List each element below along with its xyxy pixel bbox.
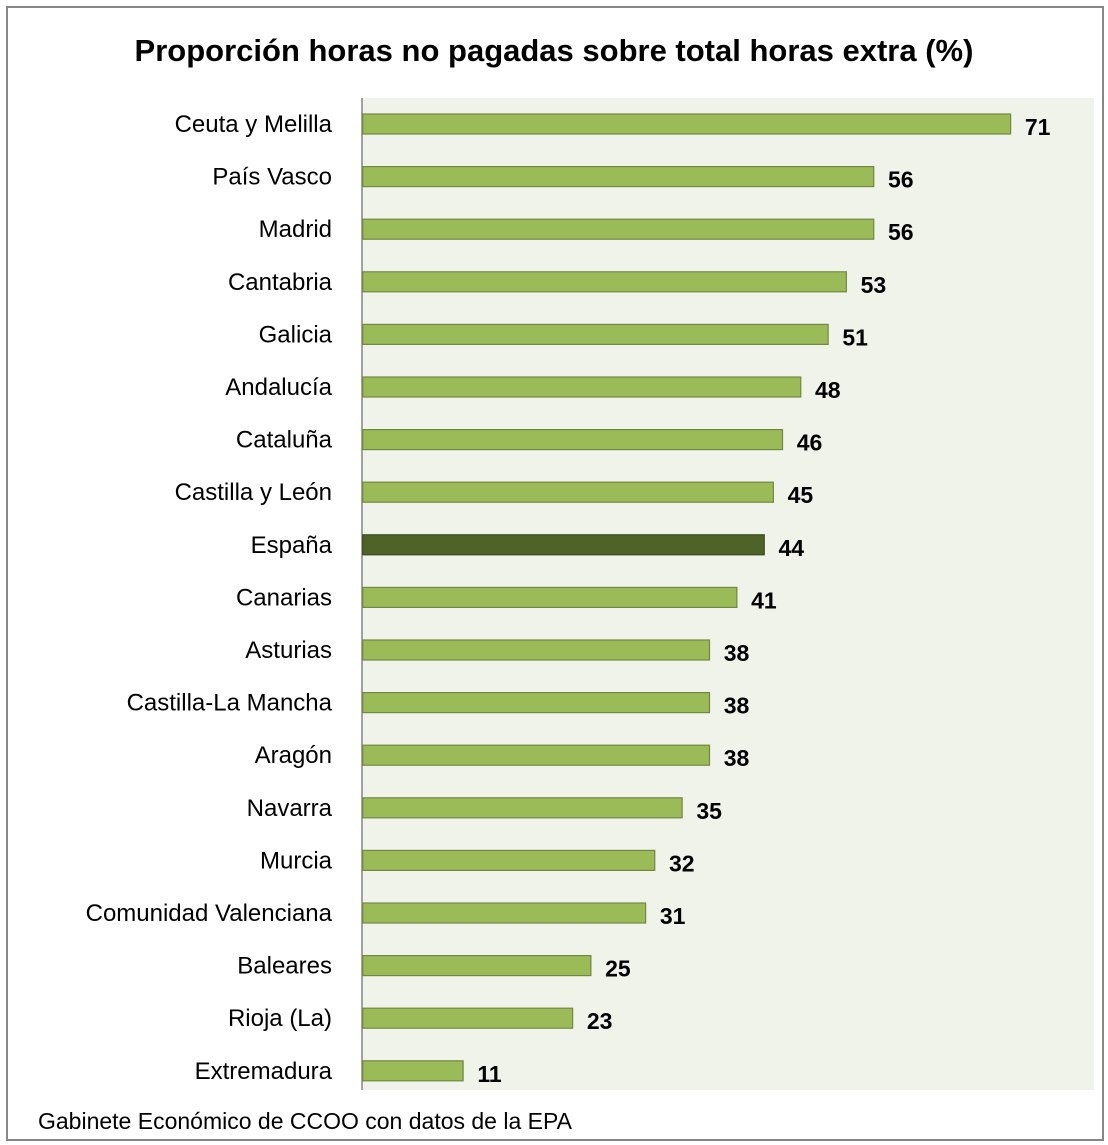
value-label-comunidad-valenciana: 31: [660, 903, 686, 929]
bar-rioja-la: [362, 1007, 574, 1029]
category-label-asturias: Asturias: [245, 637, 332, 664]
category-label-comunidad-valenciana: Comunidad Valenciana: [86, 900, 333, 927]
category-label-castilla-y-leon: Castilla y León: [175, 479, 332, 506]
category-label-cantabria: Cantabria: [228, 269, 333, 296]
chart-title: Proporción horas no pagadas sobre total …: [134, 33, 974, 68]
category-label-rioja-la: Rioja (La): [228, 1005, 332, 1032]
category-label-castilla-la-mancha: Castilla-La Mancha: [127, 690, 333, 717]
bar-asturias: [362, 639, 711, 661]
category-label-espana: España: [251, 532, 333, 559]
value-label-andalucia: 48: [815, 377, 841, 403]
chart-marks: Ceuta y Melilla 71 País Vasco 56 Madrid 56 Can…: [86, 111, 1051, 1087]
category-label-navarra: Navarra: [247, 795, 333, 822]
bar-baleares: [362, 954, 592, 977]
value-label-castilla-la-mancha: 38: [724, 693, 750, 719]
category-label-madrid: Madrid: [259, 216, 332, 243]
value-label-murcia: 32: [669, 850, 695, 876]
value-label-cantabria: 53: [861, 272, 887, 298]
bar-castilla-la-mancha: [362, 691, 711, 714]
bar-madrid: [362, 218, 875, 240]
bar-extremadura: [362, 1060, 464, 1082]
bar-comunidad-valenciana: [362, 902, 647, 924]
bar-pais-vasco: [362, 166, 875, 188]
value-label-canarias: 41: [751, 587, 777, 613]
category-label-baleares: Baleares: [237, 953, 332, 980]
category-label-canarias: Canarias: [236, 584, 332, 611]
bar-cantabria: [362, 271, 847, 293]
value-label-madrid: 56: [888, 219, 914, 245]
bar-ceuta-y-melilla: [362, 113, 1012, 135]
category-label-aragon: Aragón: [255, 742, 332, 769]
bar-galicia: [362, 323, 829, 345]
value-label-espana: 44: [779, 535, 805, 561]
value-label-pais-vasco: 56: [888, 167, 914, 193]
bar-castilla-y-leon: [362, 481, 774, 503]
value-label-aragon: 38: [724, 745, 750, 771]
bar-aragon: [362, 744, 711, 766]
value-label-castilla-y-leon: 45: [788, 482, 814, 508]
value-label-asturias: 38: [724, 640, 750, 666]
value-label-baleares: 25: [605, 956, 631, 982]
bar-navarra: [362, 797, 683, 819]
category-label-andalucia: Andalucía: [225, 374, 332, 401]
value-label-cataluna: 46: [797, 430, 823, 456]
value-label-ceuta-y-melilla: 71: [1025, 114, 1051, 140]
source-note: Gabinete Económico de CCOO con datos de …: [38, 1108, 572, 1134]
bar-canarias: [362, 586, 738, 609]
category-label-galicia: Galicia: [259, 321, 333, 348]
category-label-ceuta-y-melilla: Ceuta y Melilla: [175, 111, 333, 138]
category-label-extremadura: Extremadura: [195, 1058, 333, 1085]
category-label-pais-vasco: País Vasco: [212, 164, 332, 191]
value-label-extremadura: 11: [477, 1061, 502, 1087]
value-label-navarra: 35: [696, 798, 722, 824]
value-label-galicia: 51: [842, 324, 868, 350]
category-label-murcia: Murcia: [260, 847, 333, 874]
bar-murcia: [362, 849, 656, 872]
bar-espana: [362, 534, 765, 556]
category-label-cataluna: Cataluña: [236, 427, 333, 454]
value-label-rioja-la: 23: [587, 1008, 613, 1034]
bar-andalucia: [362, 376, 802, 398]
bar-cataluna: [362, 429, 784, 451]
